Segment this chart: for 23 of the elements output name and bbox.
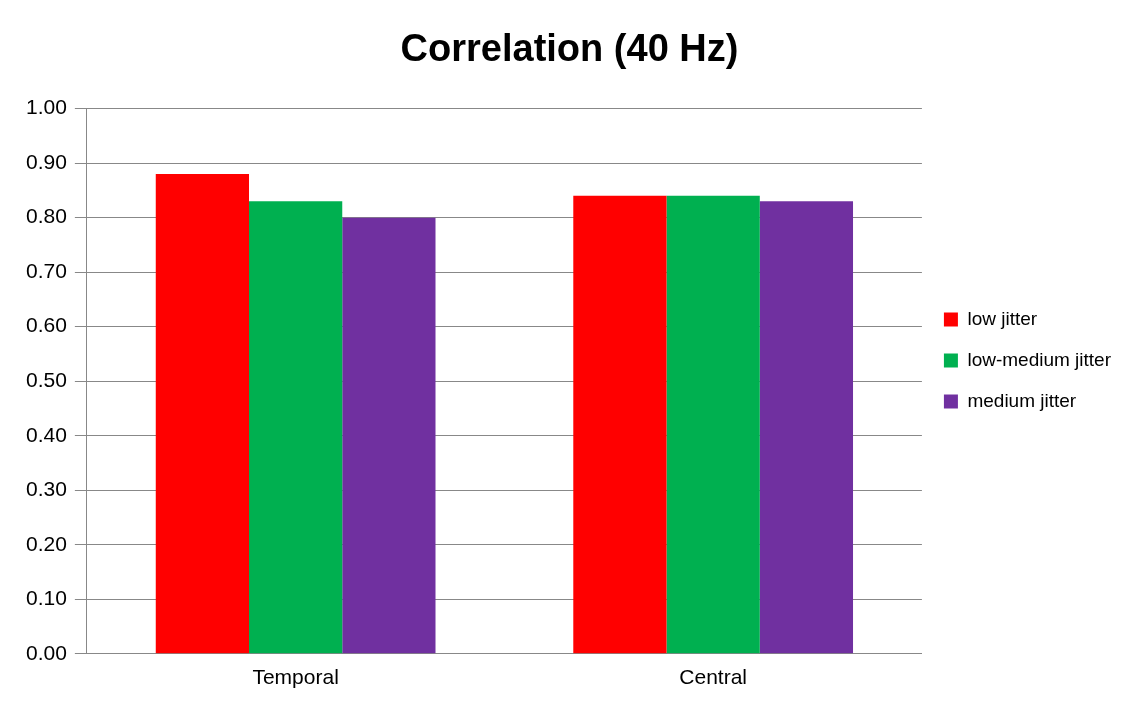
y-tick-label: 0.00: [26, 640, 67, 664]
y-tick-label: 1.00: [26, 95, 67, 119]
y-tick-label: 0.60: [26, 313, 67, 337]
legend-label: medium jitter: [967, 389, 1077, 411]
bar: [342, 217, 436, 654]
bar: [759, 201, 854, 654]
y-tick-label: 0.70: [26, 258, 67, 282]
y-tick-label: 0.40: [26, 422, 67, 446]
y-tick-label: 0.80: [26, 204, 67, 228]
legend-label: low jitter: [967, 307, 1038, 329]
y-tick-label: 0.10: [26, 586, 67, 610]
bar: [666, 195, 760, 654]
y-tick-label: 0.20: [26, 531, 67, 555]
bar: [573, 195, 667, 654]
y-tick-label: 0.90: [26, 149, 67, 173]
y-tick-label: 0.30: [26, 477, 67, 501]
x-tick-label: Central: [679, 665, 748, 689]
x-tick-label: Temporal: [252, 665, 339, 689]
chart-title: Correlation (40 Hz): [400, 27, 739, 70]
bar: [249, 201, 343, 654]
y-tick-label: 0.50: [26, 368, 67, 391]
bar: [155, 174, 250, 654]
legend-label: low-medium jitter: [967, 348, 1112, 370]
